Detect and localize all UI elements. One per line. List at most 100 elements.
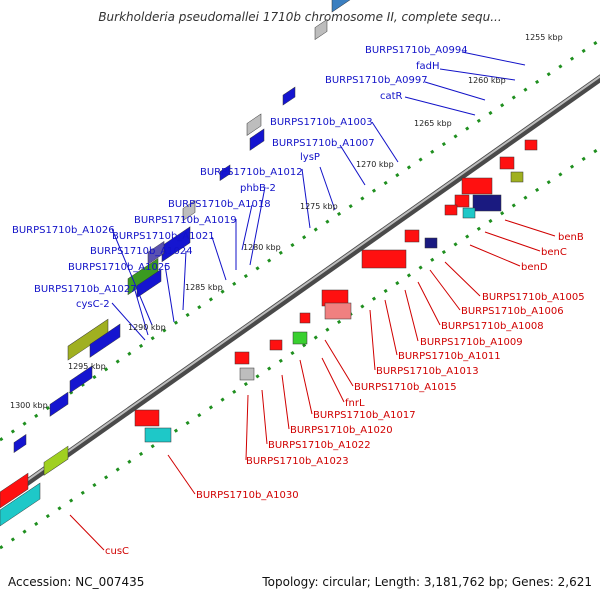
label-leader — [111, 302, 146, 341]
reverse-gene-label[interactable]: BURPS1710b_A1015 — [354, 382, 457, 393]
label-leader — [504, 219, 556, 237]
label-leader — [321, 357, 345, 403]
gene-block — [404, 229, 420, 243]
forward-gene-label[interactable]: phbB-2 — [240, 183, 276, 194]
forward-gene-label[interactable]: BURPS1710b_A1018 — [168, 199, 271, 210]
label-leader — [245, 394, 249, 461]
reverse-gene-label[interactable]: BURPS1710b_A1030 — [196, 490, 299, 501]
gene-block — [424, 237, 438, 249]
label-leader — [241, 204, 253, 251]
forward-gene-label[interactable]: BURPS1710b_A1024 — [90, 246, 193, 257]
forward-gene-label[interactable]: BURPS1710b_A1003 — [270, 117, 373, 128]
scale-label: 1260 kbp — [468, 76, 506, 85]
reverse-gene-label[interactable]: BURPS1710b_A1011 — [398, 351, 501, 362]
label-leader — [404, 96, 476, 116]
label-leader — [69, 514, 105, 551]
gene-block — [147, 240, 165, 265]
reverse-gene-label[interactable]: BURPS1710b_A1013 — [376, 366, 479, 377]
label-leader — [249, 186, 266, 266]
gene-block — [331, 0, 355, 13]
reverse-gene-label[interactable]: BURPS1710b_A1008 — [441, 321, 544, 332]
reverse-gene-label[interactable]: benB — [558, 232, 584, 243]
forward-gene-label[interactable]: BURPS1710b_A1025 — [68, 262, 171, 273]
reverse-gene-label[interactable]: BURPS1710b_A1005 — [482, 292, 585, 303]
gene-block — [144, 427, 172, 443]
gene-block — [13, 434, 27, 453]
topology-summary: Topology: circular; Length: 3,181,762 bp… — [262, 575, 592, 589]
label-leader — [182, 250, 187, 311]
reverse-gene-label[interactable]: BURPS1710b_A1017 — [313, 410, 416, 421]
outer-dotted-rail — [0, 38, 600, 442]
chromosome-backbone-highlight — [0, 75, 600, 501]
scale-label: 1280 kbp — [243, 243, 281, 252]
gene-block — [462, 207, 476, 219]
reverse-gene-label[interactable]: benD — [521, 262, 548, 273]
forward-gene-label[interactable]: BURPS1710b_A1007 — [272, 138, 375, 149]
label-leader — [324, 339, 354, 387]
gene-block — [299, 312, 311, 324]
gene-block — [239, 367, 255, 381]
gene-block — [444, 204, 458, 216]
forward-gene-label[interactable]: BURPS1710b_A1012 — [200, 167, 303, 178]
scale-label: 1265 kbp — [414, 119, 452, 128]
label-leader — [384, 299, 398, 356]
gene-block — [269, 339, 283, 351]
forward-gene-label[interactable]: BURPS1710b_A1027 — [34, 284, 137, 295]
label-leader — [444, 261, 481, 297]
forward-gene-label[interactable]: lysP — [300, 152, 320, 163]
label-leader — [339, 144, 366, 186]
label-leader — [164, 264, 175, 323]
gene-block — [69, 365, 93, 394]
forward-gene-label[interactable]: fadH — [416, 61, 440, 72]
accession-text: Accession: NC_007435 — [8, 575, 145, 589]
gene-block — [234, 351, 250, 365]
reverse-gene-label[interactable]: BURPS1710b_A1023 — [246, 456, 349, 467]
scale-label: 1275 kbp — [300, 202, 338, 211]
forward-gene-label[interactable]: cysC-2 — [76, 299, 110, 310]
label-leader — [417, 281, 441, 326]
gene-block — [461, 177, 493, 195]
label-leader — [299, 359, 313, 415]
label-leader — [301, 168, 311, 229]
gene-block — [292, 331, 308, 345]
reverse-gene-label[interactable]: BURPS1710b_A1020 — [290, 425, 393, 436]
forward-gene-label[interactable]: BURPS1710b_A0994 — [365, 45, 468, 56]
reverse-gene-label[interactable]: BURPS1710b_A1022 — [268, 440, 371, 451]
gene-block — [49, 391, 69, 417]
scale-label: 1255 kbp — [525, 33, 563, 42]
reverse-gene-label[interactable]: BURPS1710b_A1009 — [420, 337, 523, 348]
gene-block — [89, 323, 121, 358]
reverse-gene-track — [134, 139, 538, 443]
label-leader-lines — [69, 51, 556, 551]
gene-labels: BURPS1710b_A0994 fadH BURPS1710b_A0997 catR… — [12, 45, 585, 557]
gene-block — [324, 302, 352, 320]
forward-gene-label[interactable]: catR — [380, 91, 403, 102]
gene-block — [249, 128, 265, 151]
reverse-gene-label[interactable]: BURPS1710b_A1006 — [461, 306, 564, 317]
gene-block — [282, 86, 296, 106]
forward-gene-label[interactable]: BURPS1710b_A1026 — [12, 225, 115, 236]
gene-block — [246, 113, 262, 136]
gene-block — [472, 194, 502, 212]
gene-block — [134, 409, 160, 427]
label-leader — [439, 68, 516, 81]
reverse-gene-label[interactable]: cusC — [105, 546, 129, 557]
gene-block — [136, 268, 162, 299]
forward-gene-label[interactable]: BURPS1710b_A1021 — [112, 231, 215, 242]
label-leader — [281, 374, 290, 430]
forward-gene-label[interactable]: BURPS1710b_A0997 — [325, 75, 428, 86]
gene-block — [314, 19, 328, 40]
gene-block — [0, 482, 41, 527]
reverse-gene-label[interactable]: benC — [541, 247, 567, 258]
reverse-gene-label[interactable]: fnrL — [345, 398, 365, 409]
forward-gene-label[interactable]: BURPS1710b_A1019 — [134, 215, 237, 226]
gene-block — [43, 445, 69, 476]
label-leader — [461, 51, 526, 66]
label-leader — [429, 269, 461, 311]
label-leader — [211, 236, 227, 281]
gene-block — [361, 249, 407, 269]
label-leader — [133, 286, 149, 336]
gene-block — [510, 171, 524, 183]
gene-block — [524, 139, 538, 151]
